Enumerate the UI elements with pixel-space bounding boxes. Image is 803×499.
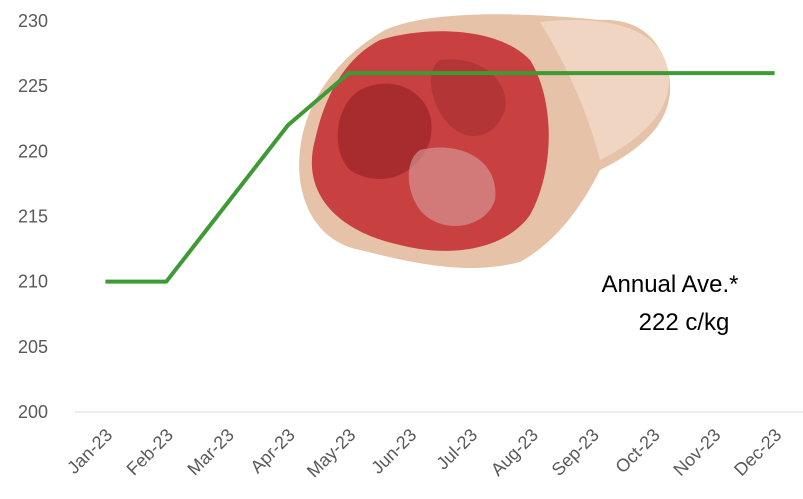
annotation: Annual Ave.* xyxy=(601,271,738,298)
y-tick-label: 215 xyxy=(18,207,48,227)
y-tick-label: 230 xyxy=(18,11,48,31)
ham-image xyxy=(299,14,671,269)
x-tick-label: Mar-23 xyxy=(183,425,237,479)
x-tick-label: Nov-23 xyxy=(669,425,724,480)
x-tick-label: Sep-23 xyxy=(548,425,603,480)
y-tick-label: 210 xyxy=(18,272,48,292)
data-line xyxy=(105,71,775,284)
y-tick-label: 225 xyxy=(18,76,48,96)
x-tick-label: Feb-23 xyxy=(123,425,177,479)
y-tick-label: 200 xyxy=(18,402,48,422)
y-tick-label: 220 xyxy=(18,141,48,161)
x-tick-label: Jul-23 xyxy=(432,425,481,474)
x-tick-label: Jun-23 xyxy=(367,425,420,478)
x-tick-label: Jan-23 xyxy=(63,425,116,478)
x-tick-label: Apr-23 xyxy=(246,425,298,477)
x-tick-label: Aug-23 xyxy=(487,425,542,480)
x-tick-label: May-23 xyxy=(303,425,360,482)
y-tick-label: 205 xyxy=(18,337,48,357)
x-tick-label: Dec-23 xyxy=(730,425,785,480)
x-tick-label: Oct-23 xyxy=(611,425,663,477)
annotation: 222 c/kg xyxy=(639,309,730,336)
